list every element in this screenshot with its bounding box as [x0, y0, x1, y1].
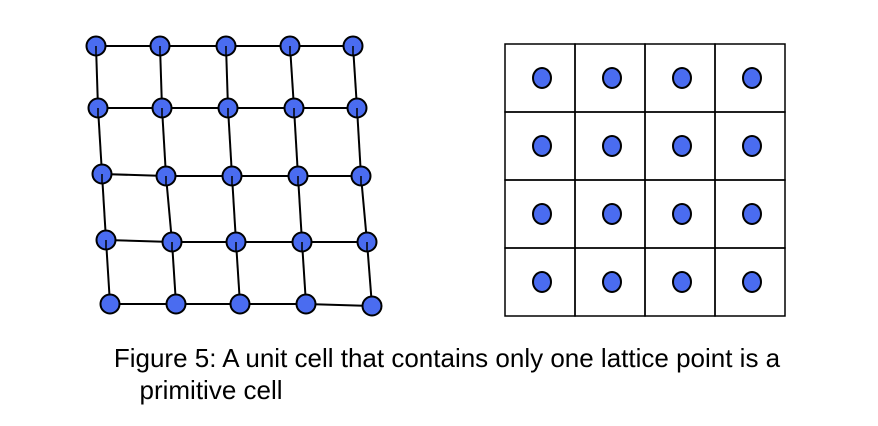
cell-atom: [532, 203, 552, 225]
cell-atom: [532, 271, 552, 293]
lattice-atom: [229, 293, 251, 315]
cell-atom: [602, 67, 622, 89]
lattice-atom: [295, 293, 317, 315]
primitive-cell-grid-diagram: [504, 43, 786, 317]
cell-atom: [532, 135, 552, 157]
lattice-bond: [165, 175, 173, 243]
lattice-bond: [297, 175, 303, 243]
lattice-bond: [101, 173, 167, 177]
lattice-bond: [105, 239, 111, 305]
cell-atom: [742, 135, 762, 157]
lattice-bond: [227, 107, 233, 177]
lattice-bond: [356, 107, 362, 177]
lattice-bond: [305, 303, 373, 307]
cell-atom: [672, 67, 692, 89]
lattice-bond: [101, 173, 107, 241]
lattice-bond: [105, 239, 173, 243]
unit-cell: [714, 247, 786, 317]
cell-atom: [742, 203, 762, 225]
cell-atom: [742, 271, 762, 293]
lattice-bond: [161, 107, 167, 177]
figure-caption-line-2: primitive cell: [139, 375, 283, 405]
cell-atom: [532, 67, 552, 89]
cell-atom: [672, 203, 692, 225]
cell-atom: [602, 203, 622, 225]
cell-atom: [742, 67, 762, 89]
lattice-bond: [97, 107, 103, 175]
lattice-atom: [99, 293, 121, 315]
lattice-bond: [360, 175, 368, 243]
cell-atom: [672, 135, 692, 157]
figure-caption-line-1: Figure 5: A unit cell that contains only…: [113, 343, 781, 373]
cell-atom: [602, 271, 622, 293]
lattice-atom: [361, 295, 383, 317]
lattice-bond: [293, 107, 299, 177]
lattice-bond: [366, 241, 373, 307]
lattice-atom: [165, 293, 187, 315]
lattice-bond: [231, 175, 237, 243]
cell-atom: [672, 271, 692, 293]
distorted-lattice-diagram: [85, 35, 383, 317]
cell-atom: [602, 135, 622, 157]
